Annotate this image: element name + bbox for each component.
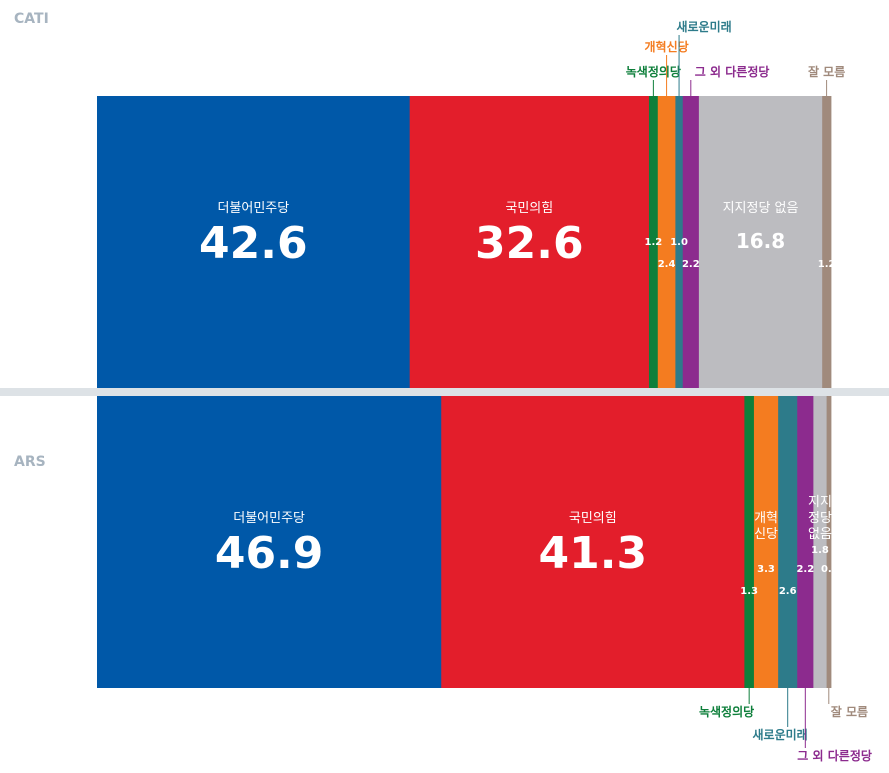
ext-label-cati-4: 새로운미래 — [676, 19, 731, 34]
ext-label-ars-5: 그 외 다른정당 — [797, 748, 872, 763]
value-label-ars-6: 1.8 — [811, 545, 829, 556]
party-label-cati-1: 국민의힘 — [505, 201, 553, 216]
party-label-ars-1: 국민의힘 — [569, 511, 617, 526]
bar-segment-ars-0 — [97, 396, 442, 688]
mode-title-cati: CATI — [14, 11, 49, 27]
value-label-cati-4: 1.0 — [670, 237, 688, 248]
ext-label-ars-7: 잘 모름 — [831, 704, 868, 719]
value-label-cati-3: 2.4 — [658, 259, 676, 270]
value-label-ars-2: 1.3 — [740, 586, 758, 597]
party-label-ars-6c: 없음 — [808, 527, 832, 542]
value-label-ars-5: 2.2 — [796, 564, 814, 575]
ext-label-cati-3: 개혁신당 — [644, 39, 688, 54]
party-label-ars-3b: 신당 — [754, 527, 778, 542]
bar-segment-ars-1 — [441, 396, 745, 688]
value-label-ars-3: 3.3 — [757, 564, 775, 575]
bar-segment-cati-0 — [97, 96, 411, 388]
ext-label-cati-7: 잘 모름 — [808, 64, 845, 79]
value-label-ars-1: 41.3 — [539, 528, 648, 579]
ext-label-cati-2: 녹색정의당 — [626, 64, 681, 79]
value-label-cati-2: 1.2 — [645, 237, 663, 248]
party-label-cati-0: 더불어민주당 — [217, 201, 289, 216]
value-label-cati-0: 42.6 — [199, 218, 308, 269]
bar-segment-cati-4 — [675, 96, 684, 388]
value-label-ars-0: 46.9 — [215, 528, 324, 579]
bar-segment-cati-6 — [698, 96, 823, 388]
ext-label-cati-5: 그 외 다른정당 — [695, 64, 770, 79]
party-label-ars-6b: 정당 — [808, 511, 832, 526]
bar-segment-ars-7 — [826, 396, 832, 688]
bar-segment-ars-3 — [753, 396, 779, 688]
bar-segment-cati-3 — [657, 96, 676, 388]
ext-label-ars-4: 새로운미래 — [752, 727, 807, 742]
party-label-ars-3a: 개혁 — [754, 511, 778, 526]
bar-segment-cati-1 — [409, 96, 650, 388]
bar-segment-ars-5 — [797, 396, 814, 688]
bar-divider — [0, 388, 889, 396]
value-label-cati-6: 16.8 — [736, 229, 785, 253]
bar-segment-cati-2 — [648, 96, 659, 388]
bar-segment-cati-7 — [822, 96, 832, 388]
bar-segment-ars-6 — [813, 396, 827, 688]
mode-title-ars: ARS — [14, 454, 46, 470]
value-label-cati-1: 32.6 — [475, 218, 584, 269]
bar-segment-ars-2 — [744, 396, 755, 688]
value-label-cati-7: 1.2 — [818, 259, 836, 270]
bar-segment-ars-4 — [778, 396, 798, 688]
value-label-ars-4: 2.6 — [779, 586, 797, 597]
value-label-ars-7: 0.6 — [821, 564, 839, 575]
value-label-cati-5: 2.2 — [682, 259, 700, 270]
bar-segment-cati-5 — [682, 96, 700, 388]
party-label-ars-0: 더불어민주당 — [233, 511, 305, 526]
ext-label-ars-2: 녹색정의당 — [699, 704, 754, 719]
party-label-ars-6a: 지지 — [808, 495, 832, 510]
party-label-cati-6: 지지정당 없음 — [723, 201, 799, 216]
